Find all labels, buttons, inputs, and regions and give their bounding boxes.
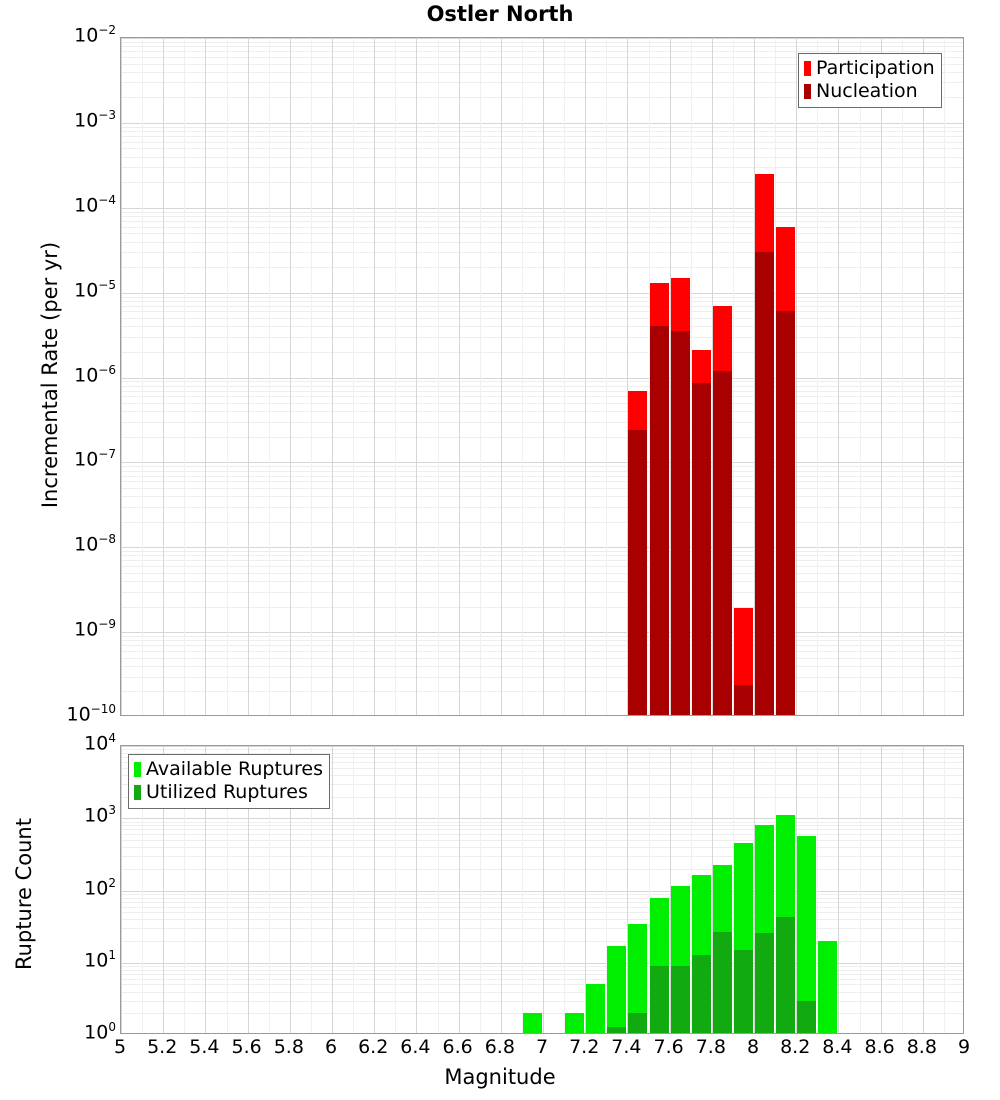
x-tick-1: 5.2 <box>147 1036 178 1058</box>
y-axis-ticks-bottom: 104 103 102 101 100 <box>0 0 116 1100</box>
legend-item-available-ruptures[interactable]: Available Ruptures <box>134 758 323 781</box>
legend-swatch-utilized-ruptures <box>134 785 141 800</box>
bar-nucleation <box>670 331 690 715</box>
incremental-rate-plot <box>120 37 964 716</box>
bar-nucleation <box>776 311 796 715</box>
bar-utilized-ruptures <box>712 931 732 1033</box>
bar-available-ruptures <box>818 941 838 1033</box>
legend-swatch-available-ruptures <box>134 762 141 777</box>
y-tick-top-5: 10−7 <box>74 447 116 471</box>
x-tick-19: 8.8 <box>906 1036 937 1058</box>
bar-utilized-ruptures <box>607 1026 627 1033</box>
y-axis-title-bottom: Rupture Count <box>12 818 36 970</box>
legend-label-utilized-ruptures: Utilized Ruptures <box>146 781 308 803</box>
y-tick-bottom-1: 103 <box>84 803 116 827</box>
legend-bottom: Available Ruptures Utilized Ruptures <box>128 754 330 809</box>
x-tick-2: 5.4 <box>189 1036 220 1058</box>
y-tick-top-0: 10−2 <box>74 23 116 47</box>
x-tick-20: 9 <box>957 1036 971 1058</box>
y-tick-top-6: 10−8 <box>74 532 116 556</box>
x-tick-3: 5.6 <box>231 1036 262 1058</box>
bar-utilized-ruptures <box>670 966 690 1033</box>
x-tick-16: 8.2 <box>780 1036 811 1058</box>
y-tick-top-1: 10−3 <box>74 107 116 132</box>
x-tick-12: 7.4 <box>611 1036 642 1058</box>
bar-nucleation <box>691 383 711 715</box>
legend-top: Participation Nucleation <box>798 53 942 108</box>
x-tick-10: 7 <box>535 1036 549 1058</box>
bar-available-ruptures <box>586 984 606 1033</box>
x-tick-7: 6.4 <box>400 1036 431 1058</box>
x-tick-14: 7.8 <box>695 1036 726 1058</box>
legend-item-participation[interactable]: Participation <box>804 57 935 80</box>
bar-available-ruptures <box>607 946 627 1033</box>
bar-utilized-ruptures <box>691 954 711 1033</box>
x-tick-18: 8.6 <box>864 1036 895 1058</box>
bar-available-ruptures <box>565 1013 585 1033</box>
bar-utilized-ruptures <box>733 950 753 1033</box>
y-tick-top-7: 10−9 <box>74 617 116 641</box>
x-tick-6: 6.2 <box>358 1036 389 1058</box>
y-axis-ticks-top: 10−2 10−3 10−4 10−5 10−6 10−7 10−8 10−9 10−10 <box>0 0 116 1100</box>
x-tick-17: 8.4 <box>822 1036 853 1058</box>
y-tick-bottom-4: 100 <box>84 1020 116 1044</box>
x-tick-11: 7.2 <box>569 1036 600 1058</box>
y-tick-top-2: 10−4 <box>74 192 116 217</box>
y-tick-bottom-3: 101 <box>84 947 116 972</box>
legend-label-participation: Participation <box>816 57 935 79</box>
x-tick-15: 8 <box>746 1036 760 1058</box>
legend-label-available-ruptures: Available Ruptures <box>146 758 323 780</box>
bar-nucleation <box>755 252 775 715</box>
bar-available-ruptures <box>522 1013 542 1033</box>
x-tick-5: 6 <box>324 1036 338 1058</box>
bars-incremental-rate <box>121 38 963 715</box>
bar-nucleation <box>712 370 732 715</box>
legend-label-nucleation: Nucleation <box>816 80 918 102</box>
y-tick-bottom-2: 102 <box>84 875 116 899</box>
bar-utilized-ruptures <box>776 916 796 1033</box>
bar-utilized-ruptures <box>628 1013 648 1033</box>
x-axis-title: Magnitude <box>444 1065 556 1089</box>
legend-swatch-nucleation <box>804 84 811 99</box>
legend-swatch-participation <box>804 61 811 76</box>
y-tick-top-3: 10−5 <box>74 277 116 301</box>
bar-available-ruptures <box>628 924 648 1033</box>
page-title: Ostler North <box>426 2 574 26</box>
bar-nucleation <box>628 430 648 715</box>
x-tick-13: 7.6 <box>653 1036 684 1058</box>
bar-utilized-ruptures <box>797 1000 817 1033</box>
bar-nucleation <box>649 326 669 715</box>
y-tick-top-8: 10−10 <box>66 702 116 726</box>
legend-item-utilized-ruptures[interactable]: Utilized Ruptures <box>134 781 323 804</box>
x-axis-ticks: 5 5.2 5.4 5.6 5.8 6 6.2 6.4 6.6 6.8 7 7.2 7.4 7.6 7.8 8… <box>0 1036 1000 1066</box>
bar-nucleation <box>733 684 753 715</box>
bar-available-ruptures <box>797 836 817 1033</box>
x-tick-8: 6.6 <box>442 1036 473 1058</box>
y-tick-bottom-0: 104 <box>84 731 116 755</box>
bar-utilized-ruptures <box>755 932 775 1033</box>
legend-item-nucleation[interactable]: Nucleation <box>804 80 935 103</box>
x-tick-9: 6.8 <box>484 1036 515 1058</box>
bars-rupture-count <box>121 746 963 1033</box>
y-tick-top-4: 10−6 <box>74 362 116 386</box>
x-tick-0: 5 <box>113 1036 127 1058</box>
bar-utilized-ruptures <box>649 966 669 1033</box>
rupture-count-plot <box>120 745 964 1034</box>
x-tick-4: 5.8 <box>273 1036 304 1058</box>
